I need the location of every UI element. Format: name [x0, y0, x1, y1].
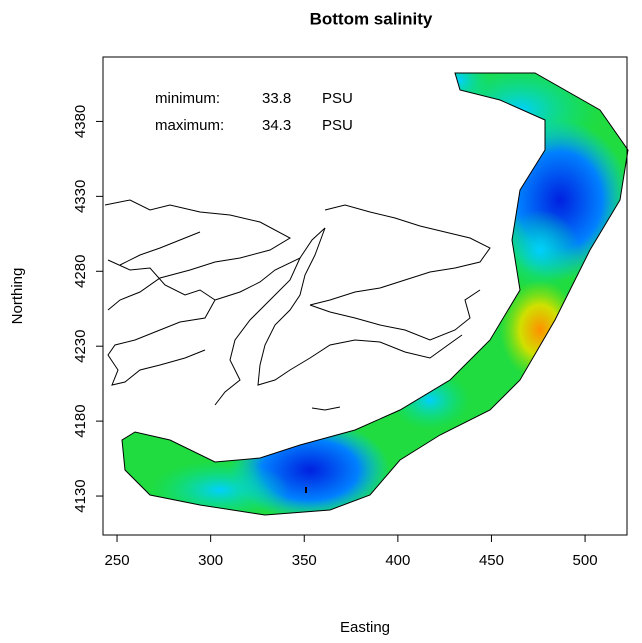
annotation-unit: PSU	[322, 117, 353, 134]
annotation: minimum: 33.8 PSU maximum: 34.3 PSU	[155, 90, 353, 134]
x-tick-label: 400	[385, 552, 410, 569]
y-tick-label: 4330	[72, 180, 89, 213]
y-axis-label: Northing	[9, 268, 26, 325]
x-tick-label: 250	[105, 552, 130, 569]
y-tick-label: 4130	[72, 479, 89, 512]
y-tick-label: 4230	[72, 330, 89, 363]
chart-title: Bottom salinity	[310, 9, 433, 28]
plot-frame	[102, 56, 628, 536]
annotation-value: 33.8	[262, 90, 291, 107]
x-tick-label: 300	[198, 552, 223, 569]
x-axis-label: Easting	[340, 619, 390, 636]
y-tick-label: 4180	[72, 404, 89, 437]
x-tick-label: 500	[573, 552, 598, 569]
x-tick-label: 450	[479, 552, 504, 569]
annotation-label: minimum:	[155, 90, 220, 107]
y-tick-label: 4380	[72, 105, 89, 138]
annotation-unit: PSU	[322, 90, 353, 107]
x-tick-label: 350	[292, 552, 317, 569]
coastline	[104, 199, 491, 411]
survey-outline	[121, 72, 629, 516]
annotation-label: maximum:	[155, 117, 224, 134]
annotation-value: 34.3	[262, 117, 291, 134]
y-tick-label: 4280	[72, 255, 89, 288]
